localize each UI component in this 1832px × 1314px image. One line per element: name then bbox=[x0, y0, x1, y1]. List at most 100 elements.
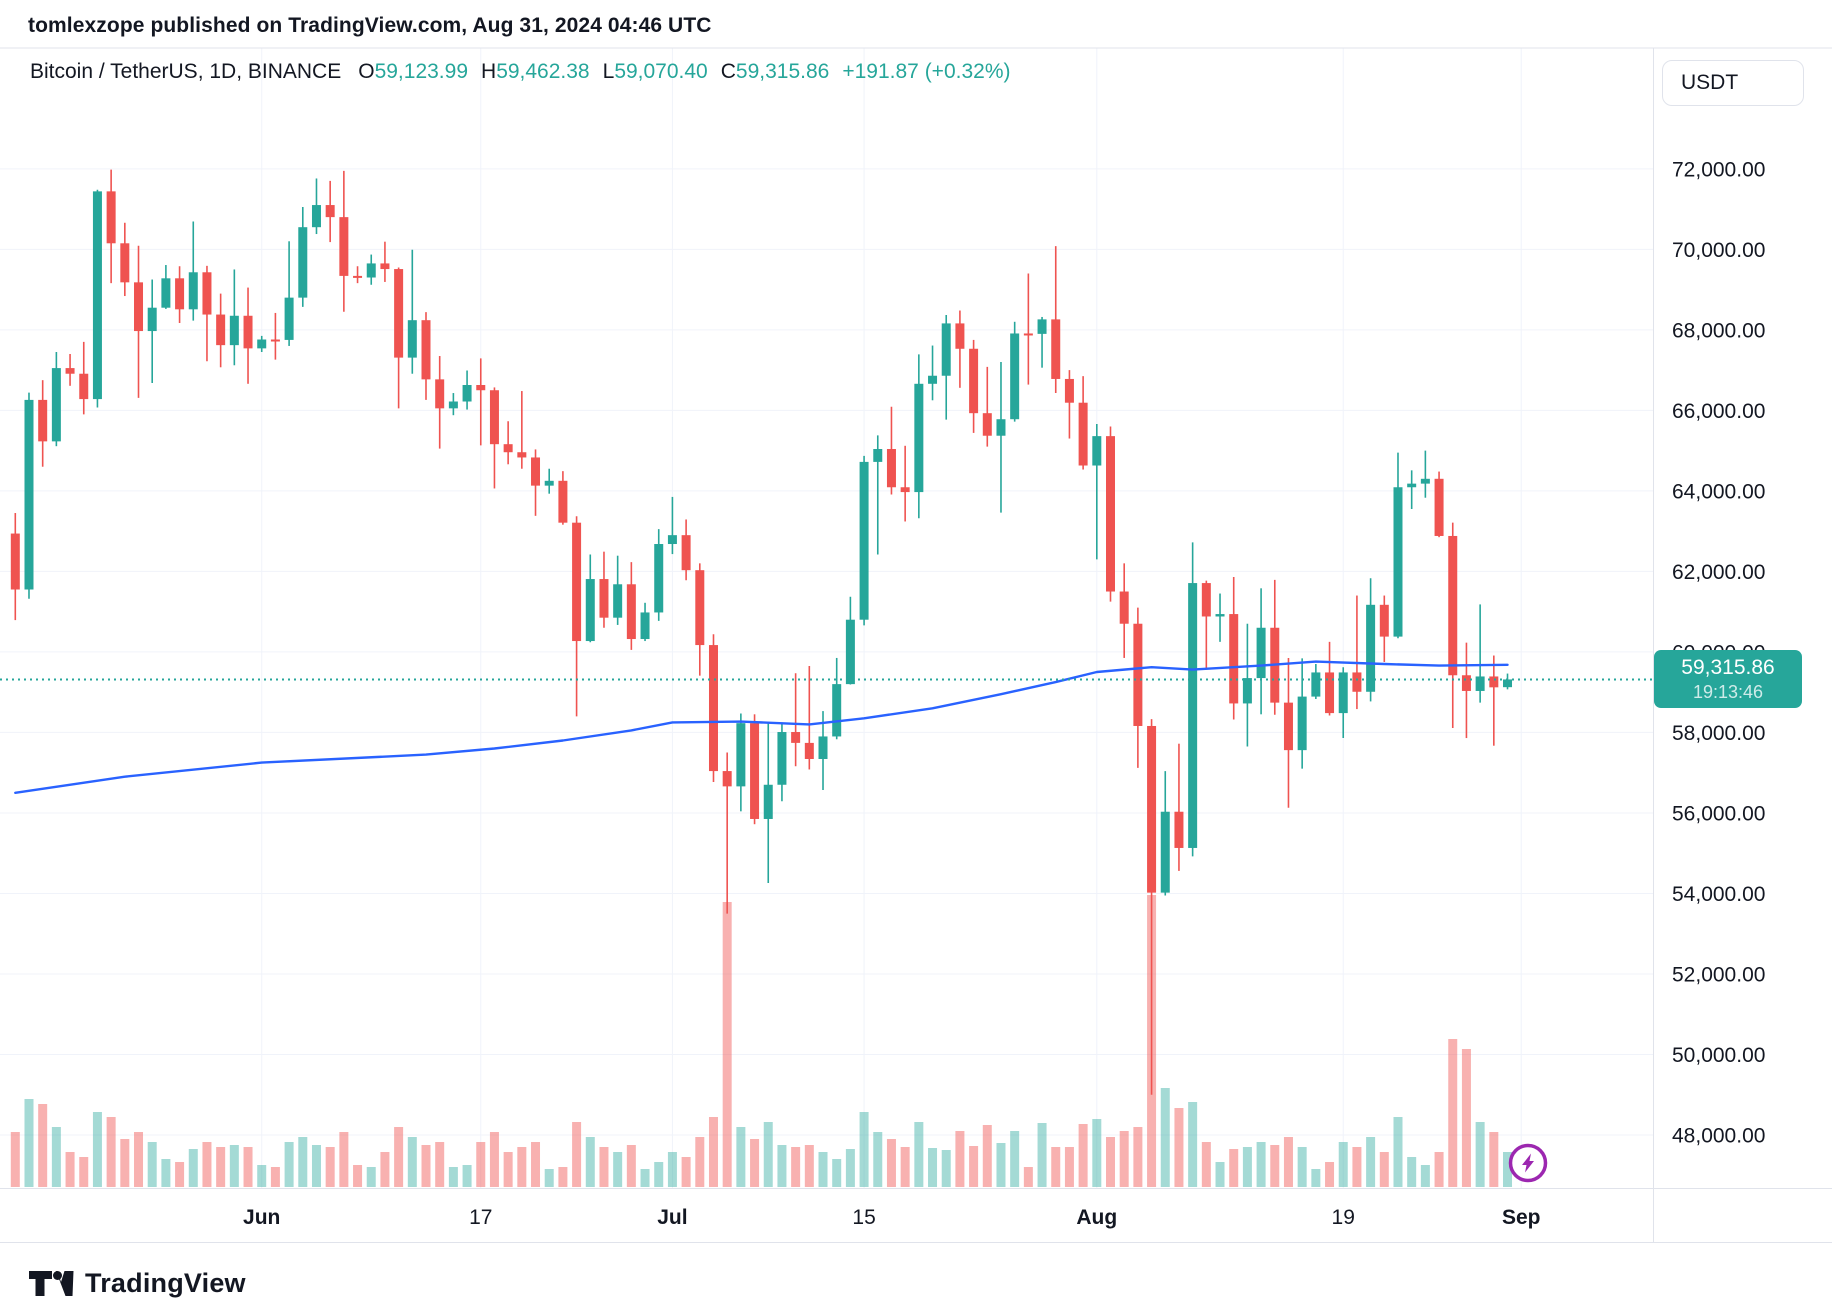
volume-bar bbox=[1352, 1147, 1362, 1187]
low-value: 59,070.40 bbox=[614, 60, 708, 83]
volume-bar bbox=[489, 1132, 499, 1187]
volume-bar bbox=[366, 1167, 376, 1187]
volume-bar bbox=[1503, 1152, 1513, 1187]
price-axis-label: 62,000.00 bbox=[1672, 561, 1765, 584]
volume-bar bbox=[1037, 1123, 1047, 1187]
volume-bar bbox=[120, 1139, 130, 1187]
candle-body bbox=[818, 736, 828, 759]
volume-bar bbox=[832, 1159, 842, 1187]
candle-body bbox=[722, 771, 732, 787]
volume-bar bbox=[599, 1147, 609, 1187]
candle-body bbox=[695, 570, 705, 646]
volume-bar bbox=[982, 1125, 992, 1187]
candle-body bbox=[503, 444, 513, 453]
volume-bar bbox=[1160, 1088, 1170, 1187]
volume-bar bbox=[941, 1150, 951, 1187]
candle-body bbox=[462, 385, 472, 402]
candle-body bbox=[188, 272, 198, 310]
candle-body bbox=[353, 275, 363, 278]
volume-bar bbox=[667, 1152, 677, 1187]
candle-body bbox=[51, 368, 61, 442]
candle-body bbox=[859, 461, 869, 620]
volume-bar bbox=[1092, 1119, 1102, 1187]
last-price-tag[interactable]: 59,315.86 19:13:46 bbox=[1654, 650, 1802, 708]
ohlc-low: L59,070.40 bbox=[603, 60, 708, 84]
candle-body bbox=[804, 742, 814, 759]
open-value: 59,123.99 bbox=[374, 60, 469, 83]
volume-bar bbox=[380, 1152, 390, 1187]
candle-body bbox=[517, 452, 527, 458]
volume-bar bbox=[1064, 1147, 1074, 1187]
volume-bar bbox=[517, 1147, 527, 1187]
time-axis-label: Aug bbox=[1076, 1206, 1117, 1229]
price-axis-label: 68,000.00 bbox=[1672, 319, 1765, 342]
volume-bar bbox=[229, 1145, 239, 1187]
time-axis-label: Jun bbox=[243, 1206, 280, 1229]
candle-body bbox=[243, 315, 253, 349]
volume-bar bbox=[1434, 1152, 1444, 1187]
time-axis[interactable]: Jun 17 Jul 15 Aug 19 Sep bbox=[243, 1206, 1540, 1229]
volume-bar bbox=[1106, 1137, 1115, 1187]
candle-body bbox=[544, 480, 554, 486]
volume-bar bbox=[161, 1159, 171, 1187]
volume-bar bbox=[1407, 1157, 1417, 1187]
volume-bar bbox=[1448, 1039, 1458, 1187]
candle-body bbox=[216, 314, 226, 346]
candle-body bbox=[1051, 319, 1061, 379]
volume-bar bbox=[531, 1142, 541, 1187]
volume-bar bbox=[1010, 1131, 1020, 1187]
candle-body bbox=[1475, 676, 1485, 691]
volume-bar bbox=[763, 1122, 773, 1187]
volume-bar bbox=[325, 1147, 335, 1187]
candle-body bbox=[79, 373, 89, 400]
volume-bar bbox=[435, 1142, 445, 1187]
price-axis-label: 56,000.00 bbox=[1672, 802, 1765, 825]
candle-body bbox=[531, 457, 541, 486]
candle-body bbox=[941, 323, 951, 376]
volume-bar bbox=[1023, 1167, 1033, 1187]
candle-body bbox=[900, 487, 910, 493]
candle-body bbox=[106, 191, 116, 244]
tradingview-logo[interactable]: TradingView bbox=[28, 1268, 246, 1299]
volume-bar bbox=[284, 1142, 294, 1187]
volume-bar bbox=[681, 1157, 691, 1187]
volume-bar bbox=[1188, 1102, 1198, 1187]
volume-bar bbox=[175, 1162, 185, 1187]
volume-bar bbox=[572, 1122, 582, 1187]
volume-bar bbox=[804, 1145, 814, 1187]
candle-body bbox=[914, 383, 924, 493]
symbol-title[interactable]: Bitcoin / TetherUS, 1D, BINANCE bbox=[30, 60, 342, 83]
candle-body bbox=[1188, 583, 1198, 848]
volume-bar bbox=[1078, 1124, 1088, 1187]
candle-body bbox=[558, 480, 568, 523]
candle-body bbox=[585, 579, 595, 642]
volume-bar bbox=[311, 1145, 321, 1187]
lightning-badge-button[interactable] bbox=[1508, 1143, 1548, 1183]
price-axis-label: 48,000.00 bbox=[1672, 1125, 1765, 1148]
volume-series bbox=[10, 895, 1513, 1187]
ohlc-high: H59,462.38 bbox=[481, 60, 590, 84]
volume-bar bbox=[353, 1165, 363, 1187]
candle-body bbox=[996, 419, 1006, 436]
candle-body bbox=[38, 399, 48, 442]
volume-bar bbox=[886, 1139, 896, 1187]
candle-body bbox=[1242, 678, 1252, 704]
candle-body bbox=[572, 522, 582, 642]
volume-bar bbox=[1325, 1162, 1335, 1187]
candle-body bbox=[147, 307, 157, 332]
volume-bar bbox=[900, 1147, 910, 1187]
volume-bar bbox=[928, 1148, 938, 1187]
candle-body bbox=[791, 732, 801, 743]
candle-body bbox=[1078, 402, 1088, 466]
volume-bar bbox=[298, 1137, 308, 1187]
currency-toggle-button[interactable]: USDT bbox=[1662, 60, 1804, 106]
candle-body bbox=[626, 584, 636, 640]
time-axis-label: 19 bbox=[1332, 1206, 1355, 1229]
candle-body bbox=[421, 320, 431, 380]
high-value: 59,462.38 bbox=[496, 60, 590, 83]
candle-body bbox=[229, 315, 239, 346]
candle-body bbox=[394, 269, 404, 358]
candle-body bbox=[10, 533, 20, 590]
volume-bar bbox=[106, 1117, 116, 1187]
